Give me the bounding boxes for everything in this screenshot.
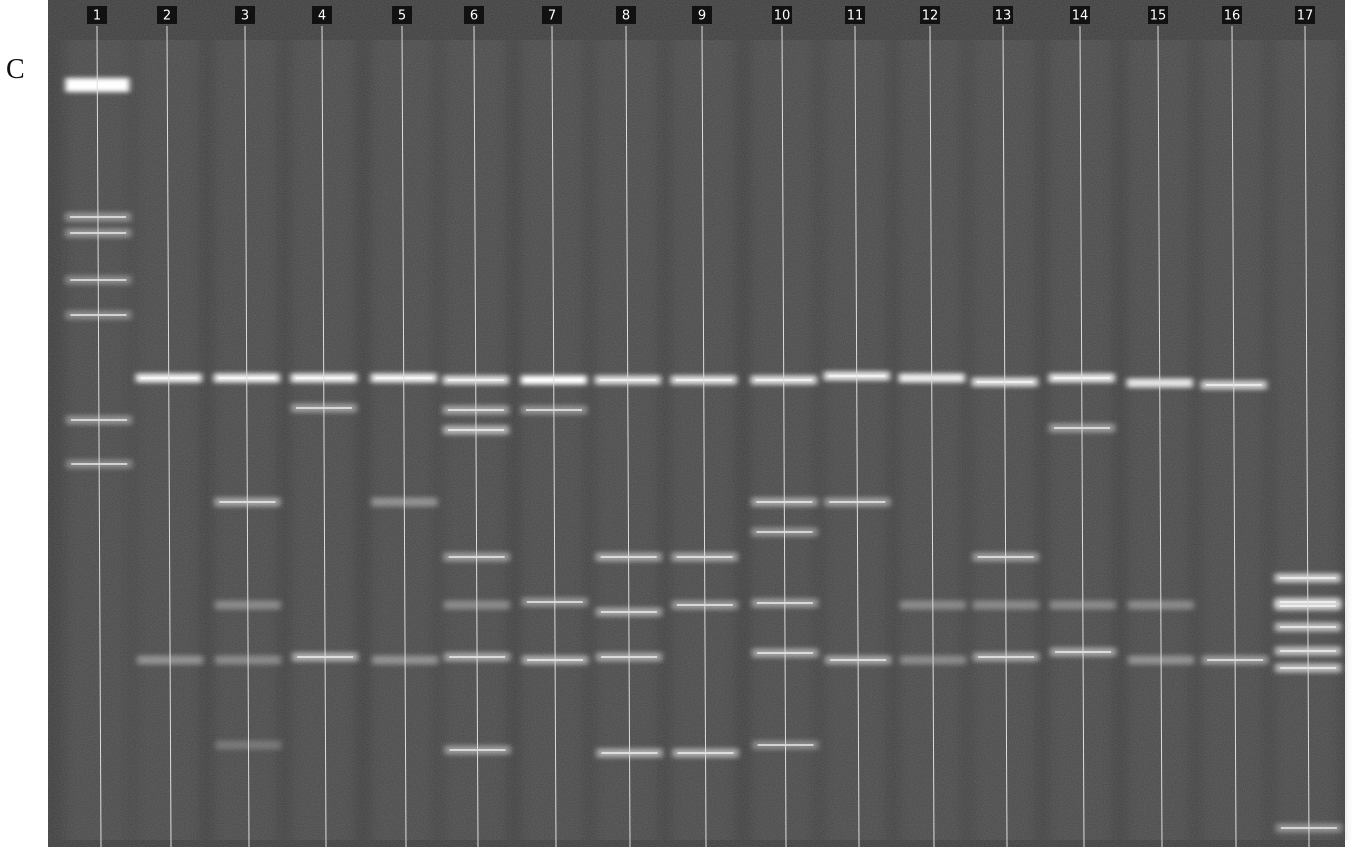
lane-label: 8: [622, 9, 630, 24]
lane-label: 4: [318, 9, 326, 24]
lane-label: 7: [548, 9, 556, 24]
lane-label: 11: [847, 9, 864, 24]
lane-label: 2: [163, 9, 171, 24]
gel-texture: [48, 0, 1345, 847]
lane-label: 13: [995, 9, 1012, 24]
lane-label: 17: [1297, 9, 1314, 24]
lane-label: 16: [1224, 9, 1241, 24]
lane-label: 10: [774, 9, 791, 24]
panel-label: C: [6, 54, 25, 85]
lane-label: 3: [241, 9, 249, 24]
lane-label: 14: [1072, 9, 1089, 24]
lane-label: 1: [93, 9, 101, 24]
gel-figure: C 1234567891011121314151617: [0, 0, 1355, 847]
lane-label: 5: [398, 9, 406, 24]
lane-label: 9: [698, 9, 706, 24]
lane-label: 6: [470, 9, 478, 24]
lane-label: 15: [1150, 9, 1167, 24]
lane-label: 12: [922, 9, 939, 24]
